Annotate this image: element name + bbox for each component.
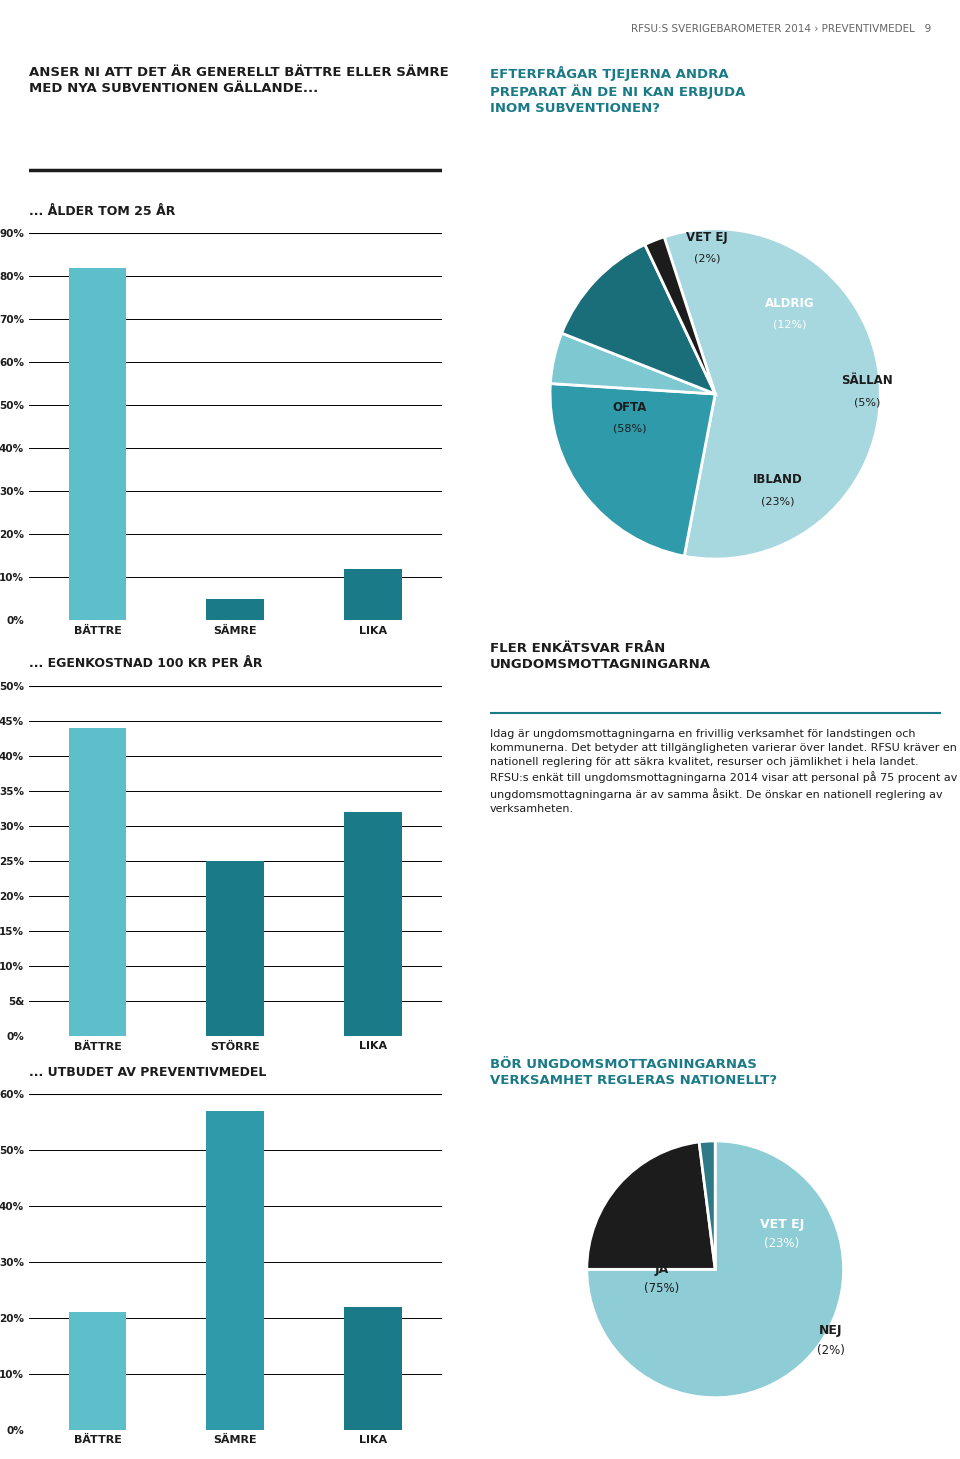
Text: ANSER NI ATT DET ÄR GENERELLT BÄTTRE ELLER SÄMRE
MED NYA SUBVENTIONEN GÄLLANDE..: ANSER NI ATT DET ÄR GENERELLT BÄTTRE ELL… <box>29 66 448 95</box>
Text: NEJ: NEJ <box>819 1325 843 1338</box>
Text: ... ÅLDER TOM 25 ÅR: ... ÅLDER TOM 25 ÅR <box>29 206 175 217</box>
Text: BÖR UNGDOMSMOTTAGNINGARNAS
VERKSAMHET REGLERAS NATIONELLT?: BÖR UNGDOMSMOTTAGNINGARNAS VERKSAMHET RE… <box>490 1058 777 1087</box>
Bar <box>69 1313 127 1430</box>
Wedge shape <box>587 1142 715 1269</box>
Text: IBLAND: IBLAND <box>753 473 803 486</box>
Text: (12%): (12%) <box>773 320 806 330</box>
Bar <box>344 569 401 620</box>
Wedge shape <box>699 1141 715 1269</box>
Bar <box>206 598 264 620</box>
Text: (5%): (5%) <box>854 397 880 407</box>
Text: (23%): (23%) <box>764 1237 800 1250</box>
Text: EFTERFRÅGAR TJEJERNA ANDRA
PREPARAT ÄN DE NI KAN ERBJUDA
INOM SUBVENTIONEN?: EFTERFRÅGAR TJEJERNA ANDRA PREPARAT ÄN D… <box>490 66 745 115</box>
Text: (58%): (58%) <box>612 423 646 433</box>
Text: Idag är ungdomsmottagningarna en frivillig verksamhet för landstingen och kommun: Idag är ungdomsmottagningarna en frivill… <box>490 728 957 814</box>
Text: (2%): (2%) <box>817 1344 845 1357</box>
Wedge shape <box>550 384 715 556</box>
Bar <box>69 728 127 1036</box>
Bar <box>344 1307 401 1430</box>
Text: ... EGENKOSTNAD 100 KR PER ÅR: ... EGENKOSTNAD 100 KR PER ÅR <box>29 658 262 670</box>
Bar <box>69 268 127 620</box>
Wedge shape <box>562 245 715 394</box>
Text: ... UTBUDET AV PREVENTIVMEDEL: ... UTBUDET AV PREVENTIVMEDEL <box>29 1067 266 1078</box>
Wedge shape <box>664 229 880 559</box>
Bar <box>344 811 401 1036</box>
Text: JA: JA <box>654 1263 668 1275</box>
Text: (75%): (75%) <box>643 1282 679 1296</box>
Bar <box>206 1112 264 1430</box>
Text: SÄLLAN: SÄLLAN <box>841 374 893 387</box>
Bar <box>206 861 264 1036</box>
Wedge shape <box>645 236 715 394</box>
Text: VET EJ: VET EJ <box>759 1218 804 1231</box>
Text: RFSU:S SVERIGEBAROMETER 2014 › PREVENTIVMEDEL   9: RFSU:S SVERIGEBAROMETER 2014 › PREVENTIV… <box>631 25 931 34</box>
Wedge shape <box>587 1141 844 1398</box>
Text: ALDRIG: ALDRIG <box>765 296 814 309</box>
Text: OFTA: OFTA <box>612 401 646 414</box>
Text: (23%): (23%) <box>761 496 795 506</box>
Text: (2%): (2%) <box>694 254 720 264</box>
Text: FLER ENKÄTSVAR FRÅN
UNGDOMSMOTTAGNINGARNA: FLER ENKÄTSVAR FRÅN UNGDOMSMOTTAGNINGARN… <box>490 642 710 671</box>
Text: VET EJ: VET EJ <box>686 231 728 244</box>
Wedge shape <box>550 333 715 394</box>
